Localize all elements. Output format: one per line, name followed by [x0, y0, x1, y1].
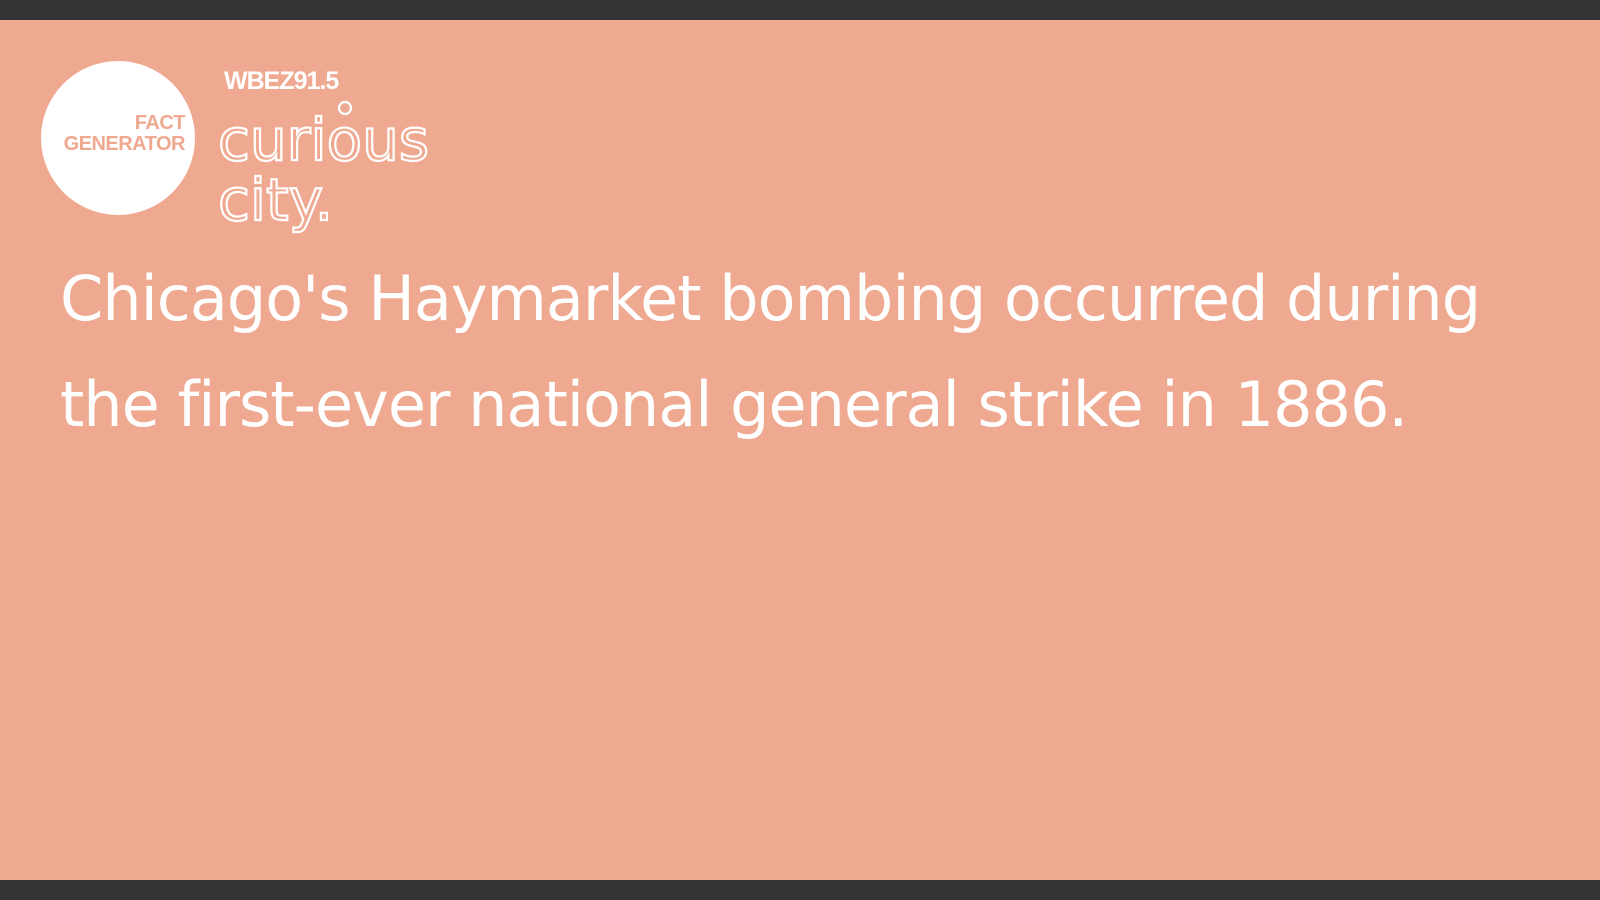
badge-label: FACT GENERATOR [63, 112, 186, 155]
wordmark-line2: city. [218, 166, 333, 234]
bottom-frame-bar [0, 880, 1600, 900]
badge-label-line2: GENERATOR [63, 133, 186, 155]
top-frame-bar [0, 0, 1600, 20]
fact-generator-badge: FACT GENERATOR [41, 61, 195, 215]
fact-card: FACT GENERATOR WBEZ91.5 .outline { fill:… [0, 20, 1600, 880]
curious-city-logo: WBEZ91.5 .outline { fill: none; stroke: … [218, 64, 498, 234]
wordmark-line1: curious [218, 106, 429, 174]
badge-label-line1: FACT [134, 112, 186, 134]
fact-text: Chicago's Haymarket bombing occurred dur… [60, 262, 1481, 441]
logo-dot-icon [337, 100, 353, 116]
station-label: WBEZ91.5 [224, 67, 339, 95]
curious-city-wordmark: .outline { fill: none; stroke: #ffffff; … [218, 100, 430, 234]
